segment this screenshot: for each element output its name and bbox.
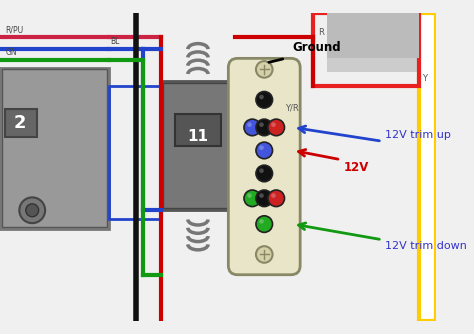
Circle shape — [26, 204, 39, 217]
Circle shape — [256, 165, 273, 182]
Text: 12V trim up: 12V trim up — [385, 130, 451, 140]
Bar — [161, 81, 235, 210]
Circle shape — [268, 119, 284, 136]
Circle shape — [256, 142, 273, 159]
Circle shape — [256, 61, 273, 78]
Text: Y/R: Y/R — [285, 104, 299, 113]
Bar — [327, 13, 419, 72]
Bar — [175, 114, 221, 146]
Text: BL: BL — [110, 37, 120, 46]
Bar — [419, 13, 437, 321]
Circle shape — [247, 122, 252, 127]
Circle shape — [256, 190, 273, 207]
Bar — [327, 13, 419, 58]
Circle shape — [256, 246, 273, 263]
Bar — [5, 109, 37, 137]
Circle shape — [259, 168, 264, 173]
Bar — [2, 69, 107, 227]
Text: 11: 11 — [187, 129, 209, 144]
Text: R/PU: R/PU — [6, 25, 24, 34]
Text: Ground: Ground — [293, 41, 341, 54]
Bar — [419, 13, 437, 321]
Circle shape — [259, 145, 264, 150]
Text: 12V: 12V — [344, 161, 369, 174]
Circle shape — [268, 190, 284, 207]
Text: GN: GN — [6, 48, 17, 57]
Circle shape — [244, 119, 261, 136]
Circle shape — [271, 122, 276, 127]
Text: 12V trim down: 12V trim down — [385, 241, 467, 250]
Circle shape — [19, 197, 45, 223]
FancyBboxPatch shape — [228, 58, 300, 275]
Text: 2: 2 — [14, 114, 27, 132]
Bar — [0, 67, 109, 229]
Circle shape — [259, 122, 264, 127]
Circle shape — [271, 193, 276, 198]
Circle shape — [256, 119, 273, 136]
Circle shape — [247, 193, 252, 198]
Circle shape — [256, 92, 273, 108]
Circle shape — [259, 95, 264, 99]
Circle shape — [259, 219, 264, 224]
Bar — [313, 13, 419, 86]
Text: R: R — [318, 28, 324, 37]
Bar — [163, 83, 233, 208]
Text: Y: Y — [422, 74, 427, 84]
Circle shape — [259, 193, 264, 198]
Circle shape — [256, 216, 273, 232]
Circle shape — [244, 190, 261, 207]
Bar — [109, 86, 161, 219]
